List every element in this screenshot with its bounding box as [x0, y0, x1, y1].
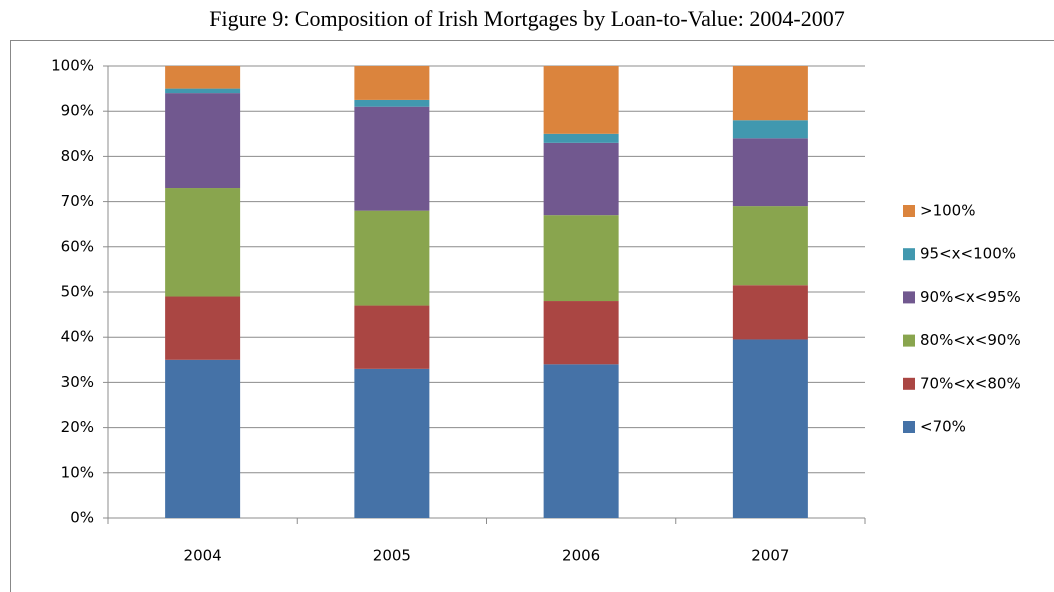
y-tick-label: 20%: [61, 418, 94, 436]
bar-segment: [732, 120, 808, 139]
x-tick-label: 2006: [562, 547, 600, 565]
y-tick-label: 60%: [61, 237, 94, 255]
legend-label: 80%<x<90%: [920, 331, 1021, 349]
bar-segment: [543, 301, 619, 365]
x-tick-label: 2005: [373, 547, 411, 565]
bar-segment: [732, 339, 808, 518]
x-tick-label: 2007: [751, 547, 789, 565]
bar-segment: [354, 210, 430, 306]
legend-swatch: [903, 421, 915, 433]
y-tick-label: 40%: [61, 328, 94, 346]
x-tick-label: 2004: [184, 547, 222, 565]
y-tick-label: 100%: [51, 57, 94, 75]
bar-segment: [354, 106, 430, 211]
bar-segment: [165, 359, 241, 518]
chart-title: Figure 9: Composition of Irish Mortgages…: [209, 6, 844, 31]
y-tick-label: 70%: [61, 192, 94, 210]
bar-segment: [543, 364, 619, 518]
bar-segment: [543, 142, 619, 216]
bar-segment: [732, 66, 808, 121]
legend-swatch: [903, 205, 915, 217]
legend-label: <70%: [920, 418, 966, 436]
bar-segment: [354, 305, 430, 369]
bar-segment: [543, 215, 619, 302]
bar-segment: [732, 206, 808, 286]
y-tick-label: 80%: [61, 147, 94, 165]
bar-segment: [165, 66, 241, 89]
bar-segment: [165, 93, 241, 189]
bar-segment: [543, 133, 619, 143]
legend-label: 90%<x<95%: [920, 288, 1021, 306]
legend-swatch: [903, 291, 915, 304]
bar-segment: [543, 66, 619, 134]
bar-segment: [732, 138, 808, 207]
y-tick-label: 0%: [70, 509, 94, 527]
legend-swatch: [903, 334, 915, 347]
legend-swatch: [903, 377, 915, 390]
y-tick-label: 30%: [61, 373, 94, 391]
bar-segment: [165, 88, 241, 94]
bar-segment: [354, 66, 430, 100]
bar-segment: [354, 99, 430, 107]
y-tick-label: 10%: [61, 463, 94, 481]
legend-label: 95<x<100%: [920, 245, 1016, 263]
y-tick-label: 50%: [61, 283, 94, 301]
legend-label: 70%<x<80%: [920, 374, 1021, 392]
y-tick-label: 90%: [61, 102, 94, 120]
bar-segment: [732, 285, 808, 340]
legend-swatch: [903, 248, 915, 261]
bar-segment: [354, 368, 430, 518]
bar-segment: [165, 296, 241, 360]
legend-label: >100%: [920, 202, 975, 220]
bar-segment: [165, 188, 241, 297]
